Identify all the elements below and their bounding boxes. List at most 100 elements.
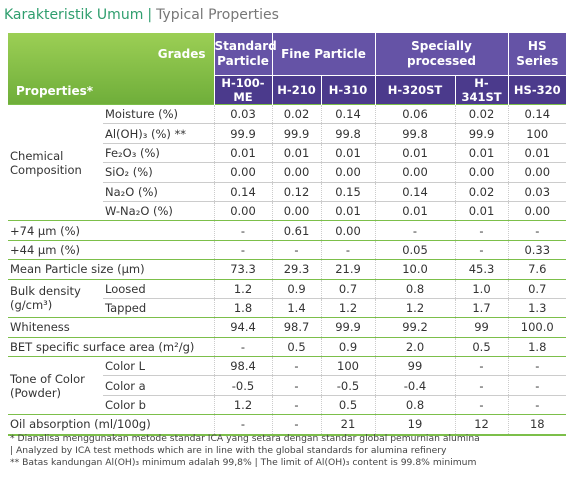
grade: HS-320	[507, 75, 566, 105]
grade-group: Fine Particle	[271, 33, 375, 76]
row: Na₂O (%) 0.14 0.12 0.15 0.14 0.02 0.03	[8, 181, 566, 202]
grade: H-100-ME	[213, 75, 272, 105]
row: Whiteness 94.4 98.7 99.9 99.2 99 100.0	[8, 317, 566, 338]
value: 0.01	[320, 142, 375, 163]
row-label: BET specific surface area (m²/g)	[8, 336, 214, 357]
value: 0.00	[271, 162, 321, 183]
value: -	[454, 356, 509, 376]
row-label: Oil absorption (ml/100g)	[8, 414, 214, 436]
value: -	[454, 220, 509, 241]
value: -	[213, 220, 272, 241]
row-label: Na₂O (%)	[103, 181, 214, 202]
value: 73.3	[213, 259, 272, 280]
value: -	[454, 375, 509, 396]
row: Fe₂O₃ (%) 0.01 0.01 0.01 0.01 0.01 0.01	[8, 142, 566, 163]
value: 0.00	[213, 162, 272, 183]
value: 0.01	[374, 142, 455, 163]
value: 0.8	[374, 394, 455, 415]
value: 0.02	[271, 103, 321, 124]
row-label: Loosed	[103, 278, 214, 299]
row-label: Moisture (%)	[103, 103, 214, 124]
value: -	[507, 375, 566, 396]
value: 0.14	[320, 103, 375, 124]
value: 0.7	[320, 278, 375, 299]
value: 100	[507, 123, 566, 144]
value: 1.0	[454, 278, 509, 299]
grade: H-210	[271, 75, 321, 105]
value: 0.9	[271, 278, 321, 299]
value: 1.8	[507, 336, 566, 357]
value: -0.5	[213, 375, 272, 396]
row-label: Color b	[103, 394, 214, 415]
value: 0.5	[454, 336, 509, 357]
grade-group: Standard Particle	[213, 33, 277, 76]
value: 0.7	[507, 278, 566, 299]
value: 0.01	[320, 200, 375, 221]
value: 1.2	[320, 297, 375, 318]
value: 0.12	[271, 181, 321, 202]
value: 99.8	[374, 123, 455, 144]
row: Bulk density (g/cm³) Loosed 1.2 0.9 0.7 0.8 1.…	[8, 278, 566, 318]
row: W-Na₂O (%) 0.00 0.00 0.01 0.01 0.01 0.00	[8, 200, 566, 221]
value: 0.00	[320, 220, 375, 241]
value: 100.0	[507, 317, 566, 338]
row: +74 µm (%) -0.61 0.00- - -	[8, 220, 566, 241]
row-label: Whiteness	[8, 317, 214, 338]
value: 0.00	[213, 200, 272, 221]
footnotes: * Dianalisa menggunakan metode standar I…	[10, 433, 480, 469]
value: 100	[320, 356, 375, 376]
value: -	[271, 356, 321, 376]
value: 0.14	[507, 103, 566, 124]
row: Mean Particle size (µm) 73.3 29.3 21.9 10.0 4…	[8, 259, 566, 280]
value: 1.7	[454, 297, 509, 318]
value: -	[507, 356, 566, 376]
value: 29.3	[271, 259, 321, 280]
row: Tone of Color (Powder) Color L 98.4-100 99-…	[8, 356, 566, 415]
grade: H-341ST	[454, 75, 509, 105]
value: 99.9	[454, 123, 509, 144]
value: 99.9	[213, 123, 272, 144]
value: 0.01	[374, 200, 455, 221]
row-label: Al(OH)₃ (%) **	[103, 123, 214, 144]
row-label: Tapped	[103, 297, 214, 318]
value: 1.2	[213, 394, 272, 415]
row: Oil absorption (ml/100g) - -21 19 12 18	[8, 414, 566, 436]
row: Color a -0.5- -0.5 -0.4- -	[8, 375, 566, 396]
value: 98.7	[271, 317, 321, 338]
value: -	[454, 394, 509, 415]
row-group: Tone of Color (Powder)	[8, 356, 103, 415]
value: 21	[320, 414, 375, 436]
value: -	[213, 336, 272, 357]
value: 0.00	[374, 162, 455, 183]
row: Tapped 1.8 1.4 1.2 1.2 1.7 1.3	[8, 297, 566, 318]
value: -	[271, 394, 321, 415]
value: -0.4	[374, 375, 455, 396]
value: 0.01	[213, 142, 272, 163]
value: -	[507, 220, 566, 241]
value: -	[271, 375, 321, 396]
value: 0.01	[454, 200, 509, 221]
value: -	[271, 239, 321, 260]
row-group: Chemical Composition	[8, 103, 103, 221]
value: 0.00	[320, 162, 375, 183]
value: 0.01	[454, 142, 509, 163]
value: 1.8	[213, 297, 272, 318]
value: 12	[454, 414, 509, 436]
footnote: * Dianalisa menggunakan metode standar I…	[10, 433, 480, 444]
corner-grades: Grades	[157, 47, 206, 61]
row: SiO₂ (%) 0.00 0.00 0.00 0.00 0.00 0.00	[8, 162, 566, 183]
value: 0.9	[320, 336, 375, 357]
value: 10.0	[374, 259, 455, 280]
row: Al(OH)₃ (%) ** 99.9 99.9 99.8 99.8 99.9 100	[8, 123, 566, 144]
value: 0.15	[320, 181, 375, 202]
row-group: Bulk density (g/cm³)	[8, 278, 103, 318]
value: 99.8	[320, 123, 375, 144]
value: 0.03	[507, 181, 566, 202]
row-label: Color a	[103, 375, 214, 396]
value: 19	[374, 414, 455, 436]
value: 99	[374, 356, 455, 376]
grade: H-320ST	[374, 75, 455, 105]
value: 0.02	[454, 181, 509, 202]
value: -	[213, 414, 272, 436]
value: 0.05	[374, 239, 455, 260]
